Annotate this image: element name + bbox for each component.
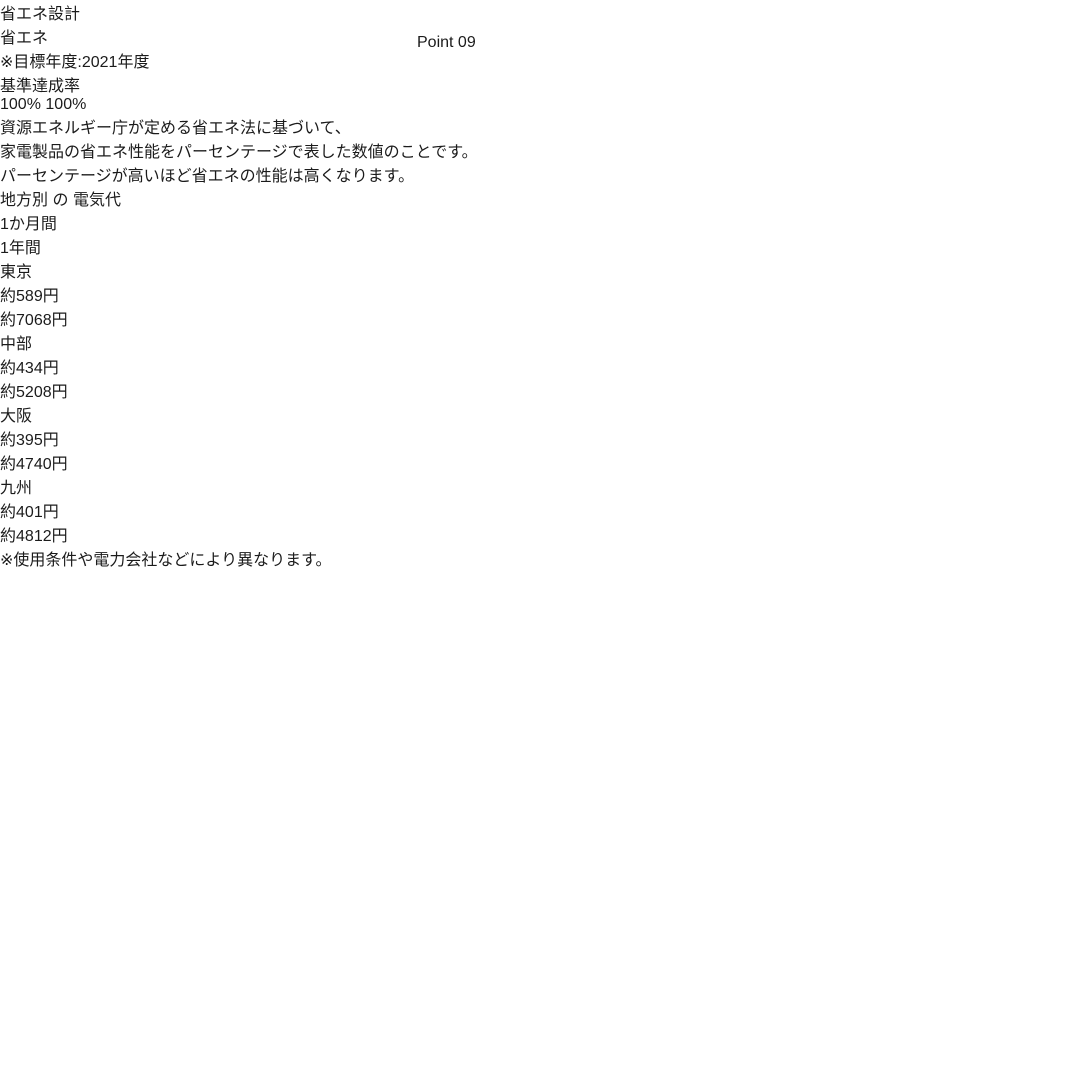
cell-chubu-month: 約434円 [0,354,1080,378]
description-box: 資源エネルギー庁が定める省エネ法に基づいて、 家電製品の省エネ性能をパーセンテー… [0,114,1080,186]
yen-label: 円 [42,432,59,449]
yen-label: 円 [51,384,68,401]
target-year-note: ※目標年度:2021年度 [0,54,150,71]
cell-kyushu-month: 約401円 [0,498,1080,522]
cell-tokyo-month: 約589円 [0,282,1080,306]
energy-rate-card: 省エネ ※目標年度:2021年度 基準達成率 100% 100% 資源エネルギー… [0,24,1080,186]
value-number: 4740 [16,456,52,473]
approx-label: 約 [0,528,17,545]
column-header-year: 1年間 [0,240,41,257]
page-title: 省エネ設計 [0,6,81,23]
value-number: 589 [16,288,43,305]
cost-table: 1か月間 1年間 東京 約589円 約7068円 中部 約434円 約5208円… [0,210,1080,546]
value-number: 5208 [16,384,52,401]
row-header-osaka: 大阪 [0,408,33,425]
conditions-footnote: ※使用条件や電力会社などにより異なります。 [0,552,332,569]
description-line: 資源エネルギー庁が定める省エネ法に基づいて、 [0,120,351,137]
table-title-particle: の [52,192,69,209]
approx-label: 約 [0,360,17,377]
approx-label: 約 [0,432,17,449]
achievement-percentage: 100% 100% [0,96,1080,114]
yen-label: 円 [51,528,68,545]
regional-cost-section: 地方別 の 電気代 1か月間 1年間 東京 約589円 約7068円 中部 約4… [0,186,1080,546]
cell-osaka-month: 約395円 [0,426,1080,450]
value-number: 7068 [16,312,52,329]
description-line: パーセンテージが高いほど省エネの性能は高くなります。 [0,168,415,185]
eco-label: 省エネ [0,30,49,47]
value-number: 4812 [16,528,52,545]
row-header-kyushu: 九州 [0,480,33,497]
approx-label: 約 [0,288,17,305]
approx-label: 約 [0,312,17,329]
yen-label: 円 [51,456,68,473]
yen-label: 円 [51,312,68,329]
row-header-chubu: 中部 [0,336,33,353]
value-number: 395 [16,432,43,449]
cell-tokyo-year: 約7068円 [0,306,1080,330]
table-title-part: 電気代 [72,192,121,209]
percentage-fill: 100% [45,96,87,113]
approx-label: 約 [0,384,17,401]
value-number: 401 [16,504,43,521]
point-badge-label: Point [417,34,454,51]
yen-label: 円 [42,288,59,305]
description-line: 家電製品の省エネ性能をパーセンテージで表した数値のことです。 [0,144,478,161]
yen-label: 円 [42,504,59,521]
yen-label: 円 [42,360,59,377]
cell-chubu-year: 約5208円 [0,378,1080,402]
point-badge-number: 09 [457,34,476,51]
approx-label: 約 [0,504,17,521]
table-title-part: 地方別 [0,192,49,209]
table-title-pill: 地方別 の 電気代 [0,186,1080,210]
percentage-outline: 100% [0,96,41,113]
value-number: 434 [16,360,43,377]
point-badge: Point 09 [417,34,663,96]
approx-label: 約 [0,456,17,473]
standard-achievement-label: 基準達成率 [0,78,81,95]
row-header-tokyo: 東京 [0,264,33,281]
column-header-month: 1か月間 [0,216,57,233]
cell-kyushu-year: 約4812円 [0,522,1080,546]
cell-osaka-year: 約4740円 [0,450,1080,474]
